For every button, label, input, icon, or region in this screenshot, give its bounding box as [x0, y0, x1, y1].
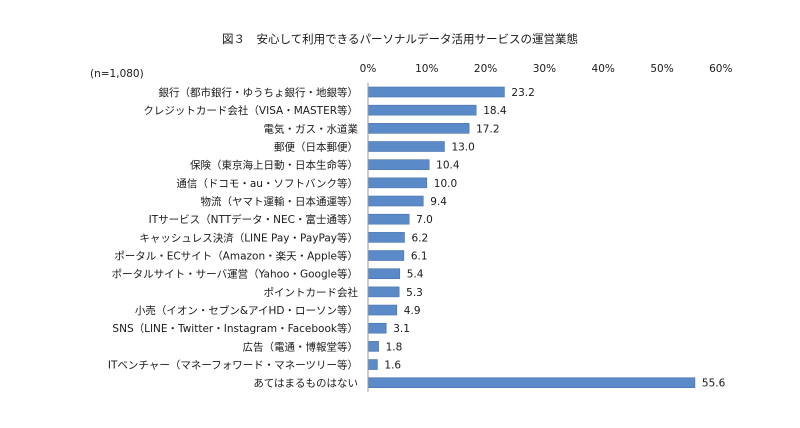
category-label: 保険（東京海上日動・日本生命等） [190, 159, 358, 172]
category-label: 通信（ドコモ・au・ソフトバンク等） [176, 177, 358, 190]
bar [367, 359, 378, 370]
bar [367, 268, 401, 280]
data-label: 3.1 [393, 323, 410, 335]
data-label: 1.8 [386, 341, 403, 353]
category-label: 物流（ヤマト運輸・日本通運等） [201, 195, 359, 208]
x-tick-label: 40% [592, 63, 615, 75]
bar [367, 213, 410, 225]
bar [367, 232, 405, 243]
data-label: 18.4 [483, 105, 507, 117]
bar [367, 304, 398, 316]
chart-title: 図３ 安心して利用できるパーソナルデータ活用サービスの運営業態 [222, 32, 578, 46]
category-label: 電気・ガス・水道業 [264, 122, 359, 135]
data-label: 7.0 [416, 214, 433, 226]
category-label: ITベンチャー（マネーフォワード・マネーツリー等） [108, 359, 358, 372]
bar [367, 141, 445, 152]
data-label: 55.6 [702, 378, 726, 390]
x-tick-label: 30% [533, 63, 556, 75]
sample-size-note: (n=1,080) [90, 68, 144, 80]
x-tick-label: 50% [650, 63, 673, 75]
data-label: 10.4 [436, 160, 460, 172]
category-label: SNS（LINE・Twitter・Instagram・Facebook等） [112, 322, 358, 335]
data-label: 1.6 [384, 360, 401, 372]
category-label: 郵便（日本郵便） [274, 141, 358, 154]
data-label: 10.0 [434, 178, 457, 190]
bar [367, 250, 405, 261]
category-label: 広告（電通・博報堂等） [243, 340, 359, 353]
x-tick-label: 0% [360, 63, 377, 75]
category-label: クレジットカード会社（VISA・MASTER等） [143, 104, 358, 117]
data-label: 5.4 [407, 269, 424, 281]
data-label: 23.2 [511, 87, 534, 99]
value-labels: 23.2 18.4 17.213.0 10.4 10.0 9.4 7.0 6.2 6.1 5.4 5… [384, 87, 725, 390]
category-label: ポイントカード会社 [264, 286, 359, 299]
category-label: ポータル・ECサイト（Amazon・楽天・Apple等） [114, 250, 358, 263]
x-tick-label: 20% [474, 63, 497, 75]
category-label: 小売（イオン・セブン&アイHD・ローソン等） [135, 304, 358, 317]
category-labels: 銀行（都市銀行・ゆうちょ銀行・地銀等） クレジットカード会社（VISA・MASTE… [108, 86, 359, 390]
data-label: 5.3 [406, 287, 423, 299]
x-axis-ticks: 0% 10% 20% 30% 40% 50% 60% [360, 63, 733, 75]
bar [367, 177, 428, 189]
bar [367, 195, 424, 207]
data-label: 13.0 [451, 142, 474, 154]
data-label: 6.2 [411, 232, 428, 244]
category-label: ITサービス（NTTデータ・NEC・富士通等） [149, 213, 358, 226]
bar [367, 86, 505, 98]
data-label: 9.4 [430, 196, 447, 208]
data-label: 17.2 [476, 123, 499, 135]
category-label: 銀行（都市銀行・ゆうちょ銀行・地銀等） [159, 86, 359, 99]
data-label: 6.1 [411, 251, 428, 263]
bar [367, 341, 379, 352]
category-label: ポータルサイト・サーバ運営（Yahoo・Google等） [112, 268, 358, 281]
bar [367, 159, 430, 170]
category-label: あてはまるものはない [253, 378, 358, 390]
bars [367, 86, 696, 389]
bar [367, 322, 387, 334]
x-tick-label: 10% [415, 63, 438, 75]
category-label: キャッシュレス決済（LINE Pay・PayPay等） [139, 231, 358, 244]
data-label: 4.9 [404, 305, 421, 317]
bar [367, 123, 470, 134]
bar [367, 286, 400, 298]
bar [367, 104, 477, 116]
x-tick-label: 60% [709, 63, 732, 75]
bar [367, 377, 696, 389]
